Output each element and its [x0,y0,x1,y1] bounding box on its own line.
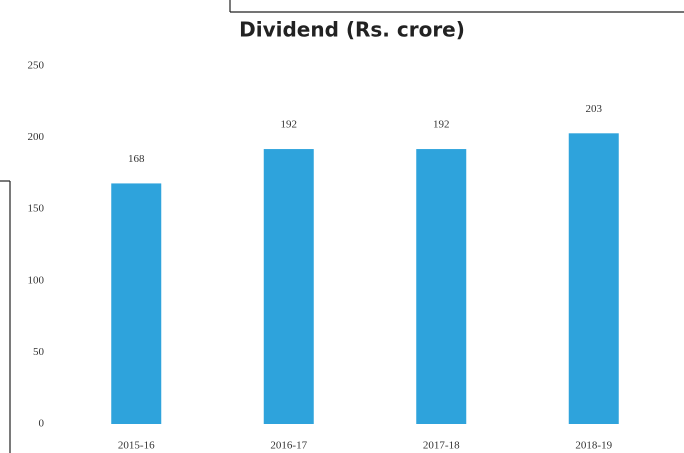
bar [416,149,467,424]
x-tick-label: 2015-16 [118,440,155,452]
y-tick-label: 0 [39,418,45,430]
value-label: 192 [281,119,298,131]
y-tick-label: 250 [28,60,45,72]
x-tick-label: 2016-17 [270,440,307,452]
chart-title: Dividend (Rs. crore) [239,18,465,42]
y-tick-label: 50 [33,346,45,358]
x-tick-label: 2018-19 [575,440,612,452]
bar [111,183,162,424]
bar [263,149,314,424]
value-label: 203 [586,103,603,115]
value-label: 192 [433,119,450,131]
y-tick-label: 200 [28,131,45,143]
x-tick-label: 2017-18 [423,440,460,452]
y-tick-label: 100 [28,274,45,286]
bar [568,133,619,424]
value-label: 168 [128,153,145,165]
y-tick-label: 150 [28,203,45,215]
